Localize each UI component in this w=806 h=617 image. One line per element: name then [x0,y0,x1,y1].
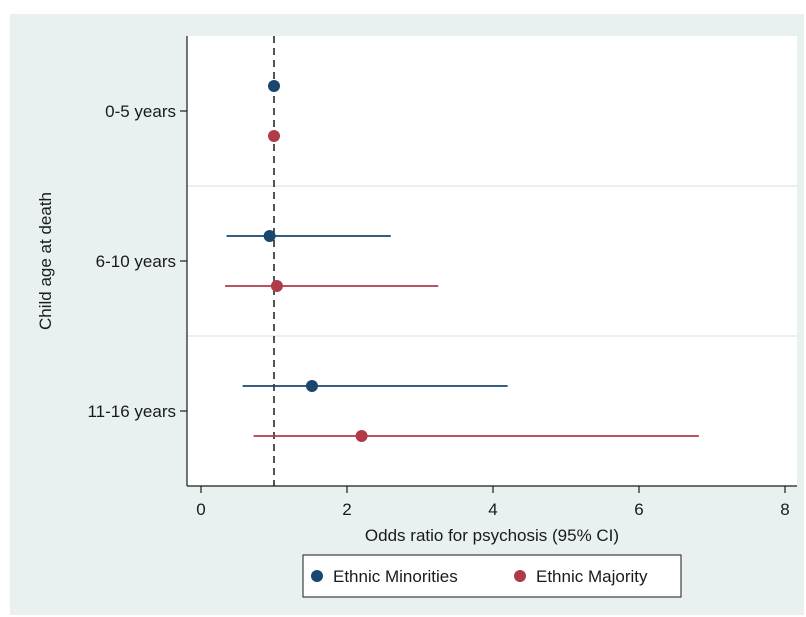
point-estimates [263,80,368,442]
y-axis: 0-5 years 6-10 years 11-16 years [87,36,188,486]
x-tick-label: 4 [488,500,497,519]
point-estimate [268,80,280,92]
x-axis: 0 2 4 6 8 [187,485,797,519]
point-estimate [355,430,368,442]
x-tick-label: 6 [634,500,643,519]
x-tick-label: 8 [780,500,789,519]
plot-area [187,36,797,486]
x-tick-label: 0 [196,500,205,519]
legend-box [302,554,682,598]
y-tick-label: 11-16 years [87,402,176,421]
legend-marker [514,570,526,582]
point-estimate [305,380,318,392]
point-estimate [270,280,283,292]
point-estimate [268,130,280,142]
category-grid-lines [187,185,797,337]
legend-label: Ethnic Majority [536,567,648,586]
legend-label: Ethnic Minorities [333,567,458,586]
legend: Ethnic Minorities Ethnic Majority [302,554,682,598]
confidence-intervals [225,235,699,437]
x-axis-title: Odds ratio for psychosis (95% CI) [365,526,619,545]
legend-marker [311,570,323,582]
y-tick-label: 0-5 years [105,102,176,121]
x-tick-label: 2 [342,500,351,519]
y-tick-label: 6-10 years [96,252,176,271]
y-axis-title: Child age at death [36,192,55,330]
point-estimate [263,230,276,242]
